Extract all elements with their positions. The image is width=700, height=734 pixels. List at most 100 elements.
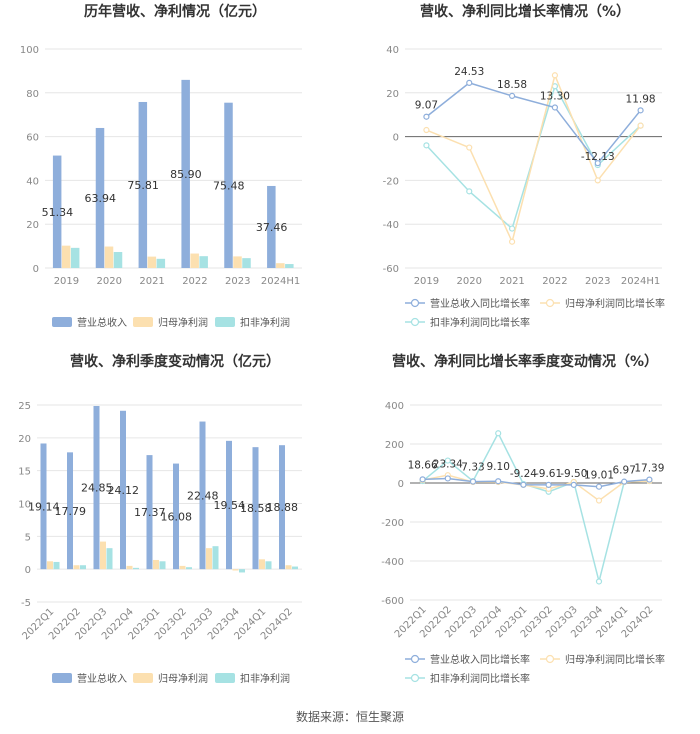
point-2024Q1-s0 <box>621 478 628 485</box>
legend-marker <box>410 673 420 683</box>
bar-2019-s2 <box>70 247 80 268</box>
y-tick-label: 5 <box>25 532 31 543</box>
y-tick-label: 80 <box>26 89 39 100</box>
bar-2023Q4-s0 <box>226 440 232 570</box>
x-tick-label: 2019 <box>54 276 79 287</box>
legend-marker <box>410 654 420 664</box>
quarterly-growth-line-chart: 营收、净利同比增长率季度变动情况（%） -600 -400 -200 0 200 400 18… <box>381 353 665 685</box>
point-2019-s2 <box>423 142 430 149</box>
bar-2022Q1-s2 <box>53 561 60 570</box>
bar-data-label: 17.37 <box>134 506 166 519</box>
bar-data-label: 63.94 <box>85 192 117 205</box>
bar-data-label: 19.14 <box>28 500 60 513</box>
point-2022Q4-s0 <box>495 478 502 485</box>
x-tick-label: 2020 <box>97 276 122 287</box>
bar-2022Q3-s2 <box>106 548 113 570</box>
point-2024Q2-s0 <box>646 476 653 483</box>
point-2020-s1 <box>466 144 473 151</box>
annual-bar-chart: 历年营收、净利情况（亿元） 0 20 40 60 80 100 51.34 63.94 75.81… <box>20 3 302 329</box>
legend-label: 归母净利润 <box>158 316 208 329</box>
bar-data-label: 18.88 <box>267 501 299 514</box>
bar-2023Q3-s1 <box>206 548 212 570</box>
y-tick-label: -60 <box>383 264 399 275</box>
bar-2023Q2-s2 <box>186 567 192 570</box>
bar-2023-s1 <box>233 256 242 268</box>
point-2023-s0 <box>594 160 601 167</box>
bar-2024H1-s1 <box>276 263 285 268</box>
y-tick-label: 60 <box>26 133 39 144</box>
point-2023Q2-s0 <box>545 481 552 488</box>
point-2024H1-s1 <box>637 122 644 129</box>
series-line-1 <box>426 72 642 244</box>
bar-2023-s2 <box>242 258 251 268</box>
series-line-0 <box>422 477 650 488</box>
point-2022Q1-s0 <box>419 476 426 483</box>
y-tick-label: 40 <box>386 45 399 56</box>
bar-data-label: 51.34 <box>42 206 74 219</box>
point-2021-s0 <box>508 92 516 100</box>
point-2023Q4-s2 <box>595 578 603 585</box>
bar-2024Q1-s1 <box>259 559 265 570</box>
legend-label: 归母净利润 <box>158 672 208 685</box>
legend-label: 扣非净利润同比增长率 <box>430 316 530 329</box>
point-2021-s2 <box>508 225 516 232</box>
y-tick-label: 0 <box>393 133 399 144</box>
quarterly-growth-line-chart-panel: 营收、净利同比增长率季度变动情况（%） -600 -400 -200 0 200 400 18… <box>350 350 700 700</box>
point-data-label: 24.53 <box>454 66 484 78</box>
point-data-label: 17.39 <box>634 463 664 475</box>
x-tick-label: 2023 <box>585 276 610 287</box>
bar-2023Q1-s2 <box>159 561 166 570</box>
bar-data-label: 85.90 <box>170 168 202 181</box>
legend-swatch <box>52 317 72 327</box>
point-2023Q4-s0 <box>595 483 603 490</box>
y-tick-label: -5 <box>21 598 31 609</box>
chart-title: 营收、净利季度变动情况（亿元） <box>70 353 280 370</box>
bar-2022Q2-s1 <box>73 565 80 570</box>
bar-2022-s2 <box>199 256 208 268</box>
y-tick-label: -20 <box>383 176 399 187</box>
y-tick-label: 400 <box>385 401 404 412</box>
y-tick-label: 40 <box>26 176 39 187</box>
point-data-label: 9.10 <box>487 461 510 473</box>
bar-2022Q4-s2 <box>133 567 139 570</box>
y-tick-label: -40 <box>383 220 399 231</box>
y-tick-label: 100 <box>20 45 39 56</box>
y-tick-label: 0 <box>398 479 404 490</box>
legend-marker <box>545 298 555 308</box>
y-tick-label: 20 <box>26 220 39 231</box>
legend-label: 归母净利润同比增长率 <box>565 653 665 666</box>
bar-2023Q3-s0 <box>199 421 206 570</box>
point-2023-s1 <box>594 177 601 184</box>
x-tick-label: 2024H1 <box>621 276 660 287</box>
x-tick-label: 2021 <box>499 276 524 287</box>
point-2022Q4-s2 <box>495 430 502 437</box>
point-2021-s1 <box>508 238 516 245</box>
point-data-label: -9.61 <box>535 468 562 480</box>
legend-label: 营业总收入同比增长率 <box>430 297 530 310</box>
bar-2022Q2-s2 <box>80 565 86 570</box>
y-tick-label: 15 <box>18 467 31 478</box>
y-tick-label: -400 <box>381 557 404 568</box>
bar-data-label: 24.12 <box>108 484 140 497</box>
y-tick-label: 20 <box>18 434 31 445</box>
point-data-label: 23.34 <box>433 458 463 470</box>
legend-marker <box>410 298 420 308</box>
point-2019-s0 <box>423 113 430 120</box>
bar-2023Q4-s1 <box>232 569 239 571</box>
point-data-label: -9.24 <box>510 468 537 480</box>
y-tick-label: 25 <box>18 401 31 412</box>
point-data-label: 6.97 <box>613 465 636 477</box>
chart-title: 营收、净利同比增长率季度变动情况（%） <box>392 353 658 370</box>
x-tick-label: 2019 <box>414 276 439 287</box>
bar-2022Q1-s0 <box>40 443 47 570</box>
bar-2021-s2 <box>156 258 166 268</box>
annual-growth-line-chart-panel: 营收、净利同比增长率情况（%） -60 -40 -20 0 20 40 9.07 24.53 18… <box>350 0 700 350</box>
point-2022-s1 <box>551 72 559 79</box>
bar-2024Q1-s2 <box>265 561 272 570</box>
data-source-note: 数据来源：恒生聚源 <box>295 710 404 724</box>
quarterly-bar-chart-panel: 营收、净利季度变动情况（亿元） -5 0 5 10 15 20 25 19.14 17.79 24.… <box>0 350 350 700</box>
bar-2022-s0 <box>181 79 190 268</box>
y-tick-label: 0 <box>33 264 39 275</box>
bar-2024Q2-s1 <box>285 565 292 570</box>
chart-title: 历年营收、净利情况（亿元） <box>84 3 266 20</box>
